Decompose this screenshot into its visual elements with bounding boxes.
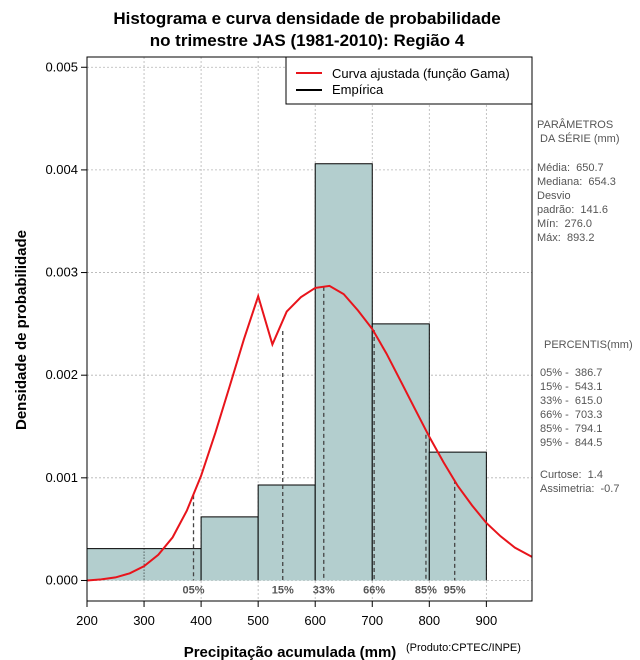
params-title-1: PARÂMETROS <box>537 118 613 131</box>
chart-title-line-1: Histograma e curva densidade de probabil… <box>113 9 500 28</box>
param-max: Máx: 893.2 <box>537 232 594 244</box>
percentil-33: 33% - 615.0 <box>540 395 602 407</box>
x-tick-label-6: 800 <box>418 613 440 628</box>
param-desvio-1: Desvio <box>537 190 571 202</box>
legend-label-empirical: Empírica <box>332 82 384 97</box>
percentiles-panel: PERCENTIS(mm) 05% - 386.7 15% - 543.1 33… <box>540 339 633 495</box>
legend-label-fitted: Curva ajustada (função Gama) <box>332 66 510 81</box>
histogram-bars <box>86 163 487 581</box>
percentile-label-4: 85% <box>415 584 437 596</box>
y-tick-label-2: 0.002 <box>45 367 78 382</box>
x-tick-label-7: 900 <box>476 613 498 628</box>
histogram-bar-2 <box>258 485 316 581</box>
percentile-label-5: 95% <box>444 584 466 596</box>
histogram-bar-outline-5 <box>428 451 487 581</box>
param-media: Média: 650.7 <box>537 162 604 174</box>
percentile-label-1: 15% <box>272 584 294 596</box>
param-min: Mín: 276.0 <box>537 218 592 230</box>
percentis-title: PERCENTIS(mm) <box>544 339 633 351</box>
x-axis-label: Precipitação acumulada (mm) <box>184 644 397 660</box>
y-tick-label-4: 0.004 <box>45 162 78 177</box>
param-desvio-2: padrão: 141.6 <box>537 204 608 216</box>
legend-box <box>285 56 533 105</box>
percentil-05: 05% - 386.7 <box>540 367 602 379</box>
axes: 200 300 400 500 600 700 800 900 0.000 0.001 0.002 0… <box>45 59 497 628</box>
y-tick-label-0: 0.000 <box>45 572 78 587</box>
x-tick-label-5: 700 <box>361 613 383 628</box>
param-mediana: Mediana: 654.3 <box>537 176 616 188</box>
percentile-label-2: 33% <box>313 584 335 596</box>
percentile-label-3: 66% <box>363 584 385 596</box>
chart-title-line-2: no trimestre JAS (1981-2010): Região 4 <box>150 31 465 50</box>
percentile-label-0: 05% <box>182 584 204 596</box>
histogram-bar-1 <box>201 516 259 581</box>
percentil-85: 85% - 794.1 <box>540 423 602 435</box>
x-tick-label-1: 300 <box>133 613 155 628</box>
percentil-15: 15% - 543.1 <box>540 381 602 393</box>
y-tick-label-3: 0.003 <box>45 265 78 280</box>
series-parameters-panel: PARÂMETROS DA SÉRIE (mm) Média: 650.7 Me… <box>537 118 620 244</box>
percentile-markers: 05% 15% 33% 66% 85% 95% <box>182 286 466 596</box>
x-tick-label-0: 200 <box>76 613 98 628</box>
legend: Curva ajustada (função Gama) Empírica <box>285 56 533 105</box>
percentil-95: 95% - 844.5 <box>540 437 602 449</box>
histogram-bar-3 <box>315 163 373 581</box>
x-tick-label-4: 600 <box>304 613 326 628</box>
stat-assimetria: Assimetria: -0.7 <box>540 483 619 495</box>
percentil-66: 66% - 703.3 <box>540 409 602 421</box>
x-tick-label-3: 500 <box>247 613 269 628</box>
histogram-bar-4 <box>372 323 430 581</box>
params-title-2: DA SÉRIE (mm) <box>537 132 620 145</box>
stat-curtose: Curtose: 1.4 <box>540 469 603 481</box>
fitted-gamma-curve <box>86 284 533 582</box>
x-tick-label-2: 400 <box>190 613 212 628</box>
product-credit: (Produto:CPTEC/INPE) <box>406 642 521 654</box>
y-tick-label-5: 0.005 <box>45 59 78 74</box>
y-tick-label-1: 0.001 <box>45 470 78 485</box>
y-axis-label: Densidade de probabilidade <box>13 230 30 430</box>
histogram-bar-5 <box>429 452 487 581</box>
